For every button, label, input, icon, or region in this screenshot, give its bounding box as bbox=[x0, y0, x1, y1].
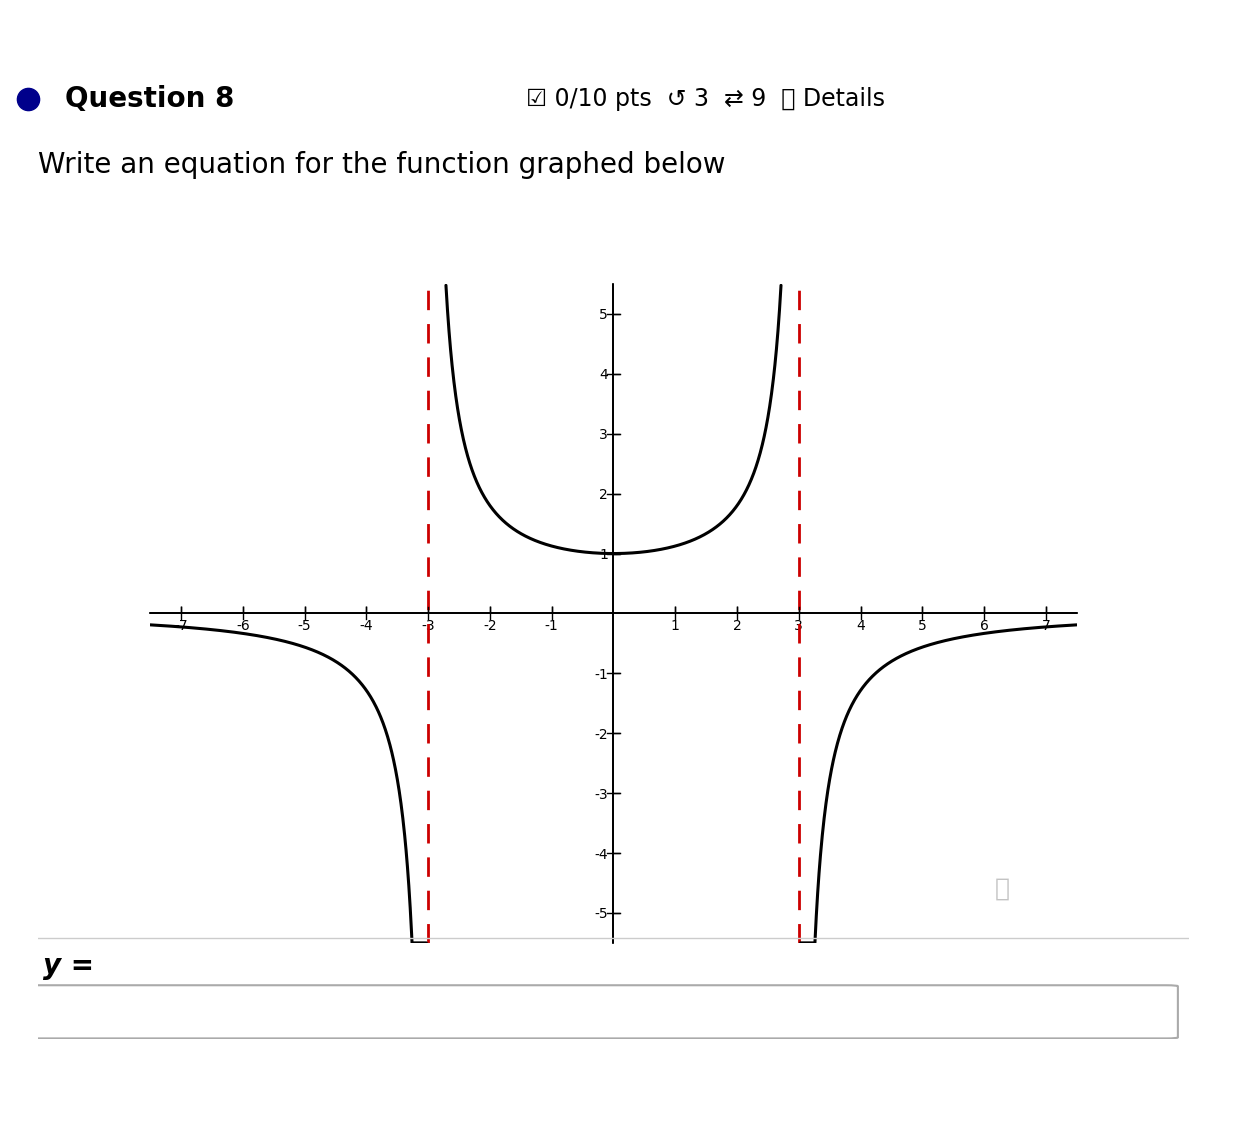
Text: Write an equation for the function graphed below: Write an equation for the function graph… bbox=[38, 151, 725, 178]
FancyBboxPatch shape bbox=[26, 985, 1178, 1038]
Text: y =: y = bbox=[44, 952, 94, 980]
Text: 🔍: 🔍 bbox=[995, 877, 1010, 901]
Text: ☑ 0/10 pts  ↺ 3  ⇄ 9  ⓘ Details: ☑ 0/10 pts ↺ 3 ⇄ 9 ⓘ Details bbox=[526, 87, 885, 111]
Text: Question 8: Question 8 bbox=[65, 85, 234, 114]
